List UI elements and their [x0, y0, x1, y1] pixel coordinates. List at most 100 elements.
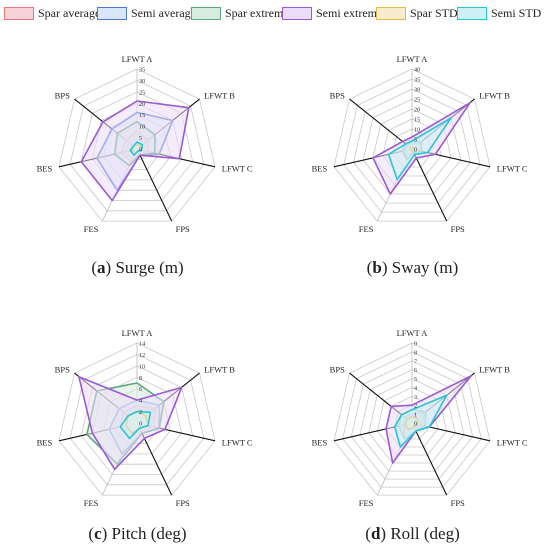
sway-radar-chart: 0 5 10 15 20 25 30 35 40 LFWT A LFWT B LFWT C FPS FES…	[312, 54, 528, 234]
tick-label: 3	[414, 394, 417, 401]
tick-label: 20	[414, 107, 420, 114]
tick-label: 8	[414, 349, 417, 356]
legend-item-spar-average: Spar average	[4, 5, 100, 21]
axis-label-lfwt-b: LFWT B	[204, 90, 235, 100]
axis-label-fes: FES	[84, 224, 99, 234]
tick-label: 7	[414, 358, 417, 365]
axis-spoke-fps	[411, 148, 448, 222]
legend-item-semi-std: Semi STD	[457, 5, 541, 21]
axis-spoke-fps	[136, 148, 173, 222]
axis-label-bes: BES	[312, 163, 328, 173]
axis-label-fps: FPS	[451, 498, 465, 508]
tick-label: 0	[139, 421, 142, 428]
legend-swatch	[457, 6, 487, 20]
tick-label: 9	[414, 341, 417, 348]
caption-text: Surge (m)	[115, 258, 184, 277]
axis-label-lfwt-c: LFWT C	[497, 163, 528, 173]
tick-label: 10	[414, 127, 420, 134]
tick-label: 25	[139, 89, 145, 96]
axis-spoke-bps	[349, 98, 413, 150]
legend-swatch	[376, 6, 406, 20]
axis-label-fps: FPS	[176, 498, 190, 508]
legend-label: Spar STD	[410, 5, 458, 20]
series-semi-std	[119, 410, 152, 440]
tick-label: 30	[139, 78, 145, 85]
series-semi-std	[129, 141, 144, 156]
axis-label-lfwt-a: LFWT A	[122, 328, 154, 338]
tick-label: 0	[414, 421, 417, 428]
tick-label: 1	[414, 412, 417, 419]
caption-text: Pitch (deg)	[111, 524, 187, 543]
tick-label: 40	[414, 67, 420, 74]
grid-ring	[333, 68, 491, 222]
axis-label-fps: FPS	[451, 224, 465, 234]
surge-radar-chart: 0 5 10 15 20 25 30 35 LFWT A LFWT B LFWT C FPS FES BE…	[37, 54, 253, 234]
caption-letter: c	[94, 524, 102, 543]
tick-label: 15	[414, 117, 420, 124]
tick-label: 10	[139, 124, 145, 131]
grid-ring	[333, 342, 491, 496]
axis-label-lfwt-a: LFWT A	[397, 328, 429, 338]
tick-label: 2	[139, 409, 142, 416]
series-semi-std	[393, 394, 448, 448]
grid-ring	[353, 88, 471, 204]
tick-label: 10	[139, 363, 145, 370]
legend-label: Semi STD	[491, 5, 542, 20]
grid-ring	[359, 369, 465, 472]
tick-label: 12	[139, 352, 145, 359]
grid-ring	[69, 79, 205, 212]
axis-label-bes: BES	[37, 437, 53, 447]
caption-letter: d	[370, 524, 381, 543]
tick-label: 0	[139, 147, 142, 154]
grid-ring	[69, 353, 205, 486]
grid-ring	[58, 68, 216, 222]
tick-label: 4	[414, 385, 417, 392]
legend-swatch	[97, 6, 127, 20]
axis-label-fes: FES	[359, 498, 374, 508]
tick-label: 6	[414, 367, 417, 374]
axis-label-lfwt-c: LFWT C	[497, 437, 528, 447]
tick-label: 25	[414, 97, 420, 104]
legend-item-semi-average: Semi average	[97, 5, 196, 21]
caption-letter: b	[372, 258, 382, 277]
legend: Spar average Semi average Spar extreme Semi…	[0, 0, 550, 26]
axis-label-bes: BES	[312, 437, 328, 447]
axis-label-lfwt-b: LFWT B	[204, 364, 235, 374]
axis-label-lfwt-a: LFWT A	[122, 54, 154, 64]
caption-surge: (a) Surge (m)	[91, 258, 184, 277]
grid-ring	[342, 351, 482, 488]
axis-spoke-fps	[411, 422, 448, 496]
tick-label: 35	[414, 77, 420, 84]
grid-ring	[350, 360, 474, 480]
tick-label: 5	[414, 376, 417, 383]
tick-label: 5	[414, 137, 417, 144]
caption-pitch: (c) Pitch (deg)	[88, 524, 187, 543]
axis-label-bps: BPS	[55, 90, 70, 100]
grid-ring	[58, 342, 216, 496]
legend-label: Semi average	[131, 5, 196, 20]
tick-label: 6	[139, 386, 142, 393]
caption-text: Sway (m)	[391, 258, 459, 277]
axis-label-bps: BPS	[330, 90, 345, 100]
tick-label: 0	[414, 147, 417, 154]
legend-item-semi-extreme: Semi extreme	[282, 5, 382, 21]
caption-sway: (b) Sway (m)	[366, 258, 459, 277]
pitch-radar-chart: 0 2 4 6 8 10 12 14 LFWT A LFWT B LFWT C FPS FES BES BP…	[37, 328, 253, 508]
tick-label: 5	[139, 135, 142, 142]
tick-label: 35	[139, 67, 145, 74]
legend-item-spar-std: Spar STD	[376, 5, 458, 21]
tick-label: 8	[139, 375, 142, 382]
tick-label: 15	[139, 112, 145, 119]
axis-label-fps: FPS	[176, 224, 190, 234]
roll-radar-chart: 0 1 2 3 4 5 6 7 89 LFWT A LFWT B LFWT C FPS FES BES BPS	[312, 328, 528, 508]
legend-label: Spar average	[38, 5, 101, 20]
legend-label: Spar extreme	[225, 5, 289, 20]
caption-roll: (d) Roll (deg)	[365, 524, 460, 543]
axis-label-fes: FES	[359, 224, 374, 234]
axis-label-lfwt-b: LFWT B	[479, 90, 510, 100]
legend-swatch	[282, 6, 312, 20]
legend-swatch	[4, 6, 34, 20]
axis-label-bes: BES	[37, 163, 53, 173]
axis-label-bps: BPS	[55, 364, 70, 374]
axis-label-lfwt-a: LFWT A	[397, 54, 429, 64]
